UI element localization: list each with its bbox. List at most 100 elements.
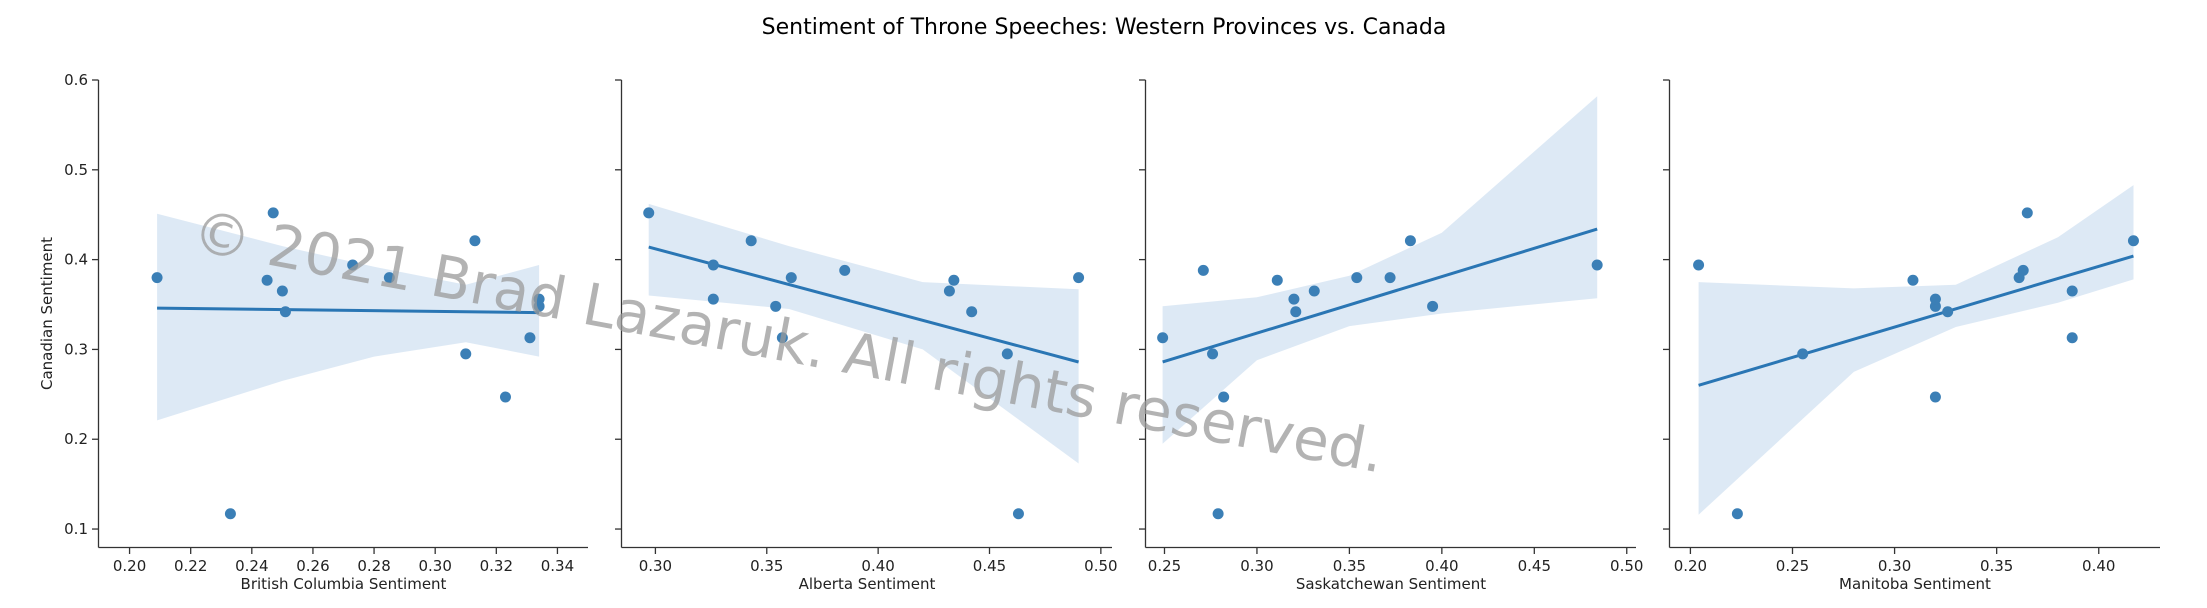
panel-2: 0.30 0.35 0.40 0.45 0.50 Alberta Sentiment [615, 79, 1118, 593]
data-point [1351, 272, 1363, 284]
x-axis-label: Manitoba Sentiment [1839, 575, 1991, 593]
y-tick-label: 0.5 [64, 161, 88, 179]
x-axis-label: Saskatchewan Sentiment [1296, 575, 1486, 593]
data-point [279, 306, 291, 318]
data-point [1942, 306, 1954, 318]
x-tick-label: 0.25 [1776, 557, 1809, 575]
x-tick-label: 0.30 [639, 557, 672, 575]
figure-title: Sentiment of Throne Speeches: Western Pr… [762, 15, 1447, 40]
x-tick-label: 0.28 [357, 557, 390, 575]
data-point [1693, 259, 1705, 271]
data-point [1271, 274, 1283, 286]
data-point [948, 274, 960, 286]
x-tick-label: 0.30 [1240, 557, 1273, 575]
data-point [839, 264, 851, 276]
data-point [943, 285, 955, 297]
x-tick-label: 0.30 [1878, 557, 1911, 575]
data-point [1404, 235, 1416, 247]
regression-line [648, 245, 1079, 364]
data-point [1073, 272, 1085, 284]
data-point [1929, 391, 1941, 403]
data-point [1907, 274, 1919, 286]
data-point [2066, 285, 2078, 297]
x-tick-label: 0.20 [113, 557, 146, 575]
confidence-band [648, 203, 1079, 464]
regression-line [1698, 254, 2134, 387]
data-point [1384, 272, 1396, 284]
data-point [1012, 508, 1024, 520]
data-point [267, 207, 279, 219]
data-point [2127, 235, 2139, 247]
y-tick-label: 0.1 [64, 520, 88, 538]
data-point [524, 332, 536, 344]
data-point [1290, 306, 1302, 318]
data-point [2017, 264, 2029, 276]
data-point [347, 259, 359, 271]
regression-line [157, 306, 540, 315]
data-point [1212, 508, 1224, 520]
x-tick-label: 0.45 [1518, 557, 1551, 575]
data-point [469, 235, 481, 247]
data-point [2021, 207, 2033, 219]
confidence-band [1698, 185, 2134, 515]
data-point [785, 272, 797, 284]
data-point [2066, 332, 2078, 344]
x-tick-label: 0.35 [1980, 557, 2013, 575]
data-point [1001, 348, 1013, 360]
x-tick-label: 0.45 [973, 557, 1006, 575]
y-tick-label: 0.4 [64, 251, 88, 269]
data-point [1288, 293, 1300, 305]
y-axis-label: Canadian Sentiment [38, 237, 56, 390]
panel-1: 0.1 0.2 0.3 0.4 0.5 0.6 0.20 0.22 0.24 0.26 0.28 0.… [38, 71, 588, 593]
x-axis-label: British Columbia Sentiment [241, 575, 447, 593]
data-point [151, 272, 163, 284]
x-tick-label: 0.24 [235, 557, 268, 575]
x-tick-label: 0.30 [418, 557, 451, 575]
data-point [745, 235, 757, 247]
confidence-band [157, 213, 540, 421]
x-tick-label: 0.32 [480, 557, 513, 575]
data-point [1157, 332, 1169, 344]
data-point [1197, 264, 1209, 276]
chart-panels: 0.1 0.2 0.3 0.4 0.5 0.6 0.20 0.22 0.24 0.26 0.28 0.… [38, 71, 2160, 593]
confidence-band [1162, 96, 1598, 444]
x-tick-label: 0.35 [1333, 557, 1366, 575]
data-point [224, 508, 236, 520]
data-point [1929, 293, 1941, 305]
data-point [1797, 348, 1809, 360]
data-point [276, 285, 288, 297]
x-tick-label: 0.25 [1148, 557, 1181, 575]
panel-4: 0.20 0.25 0.30 0.35 0.40 Manitoba Sentiment [1663, 79, 2160, 593]
data-point [707, 259, 719, 271]
data-point [1207, 348, 1219, 360]
x-tick-label: 0.50 [1610, 557, 1643, 575]
x-tick-label: 0.26 [296, 557, 329, 575]
x-tick-label: 0.50 [1084, 557, 1117, 575]
x-tick-label: 0.40 [1425, 557, 1458, 575]
data-point [1591, 259, 1603, 271]
x-tick-label: 0.40 [2082, 557, 2115, 575]
x-tick-label: 0.34 [541, 557, 574, 575]
y-tick-label: 0.6 [64, 71, 88, 89]
panel-3: 0.25 0.30 0.35 0.40 0.45 0.50 Saskatchewan Sen… [1139, 79, 1643, 593]
data-point [499, 391, 511, 403]
data-point [460, 348, 472, 360]
y-tick-label: 0.3 [64, 340, 88, 358]
data-point [1308, 285, 1320, 297]
data-point [966, 306, 978, 318]
data-point [261, 274, 273, 286]
data-point [533, 293, 545, 305]
x-tick-label: 0.35 [750, 557, 783, 575]
data-point [1427, 300, 1439, 312]
y-tick-label: 0.2 [64, 430, 88, 448]
data-point [1731, 508, 1743, 520]
x-tick-label: 0.22 [174, 557, 207, 575]
x-axis-label: Alberta Sentiment [799, 575, 936, 593]
data-point [643, 207, 655, 219]
data-point [776, 332, 788, 344]
x-tick-label: 0.40 [861, 557, 894, 575]
regression-line [1162, 227, 1598, 364]
data-point [1218, 391, 1230, 403]
data-point [707, 293, 719, 305]
data-point [770, 300, 782, 312]
